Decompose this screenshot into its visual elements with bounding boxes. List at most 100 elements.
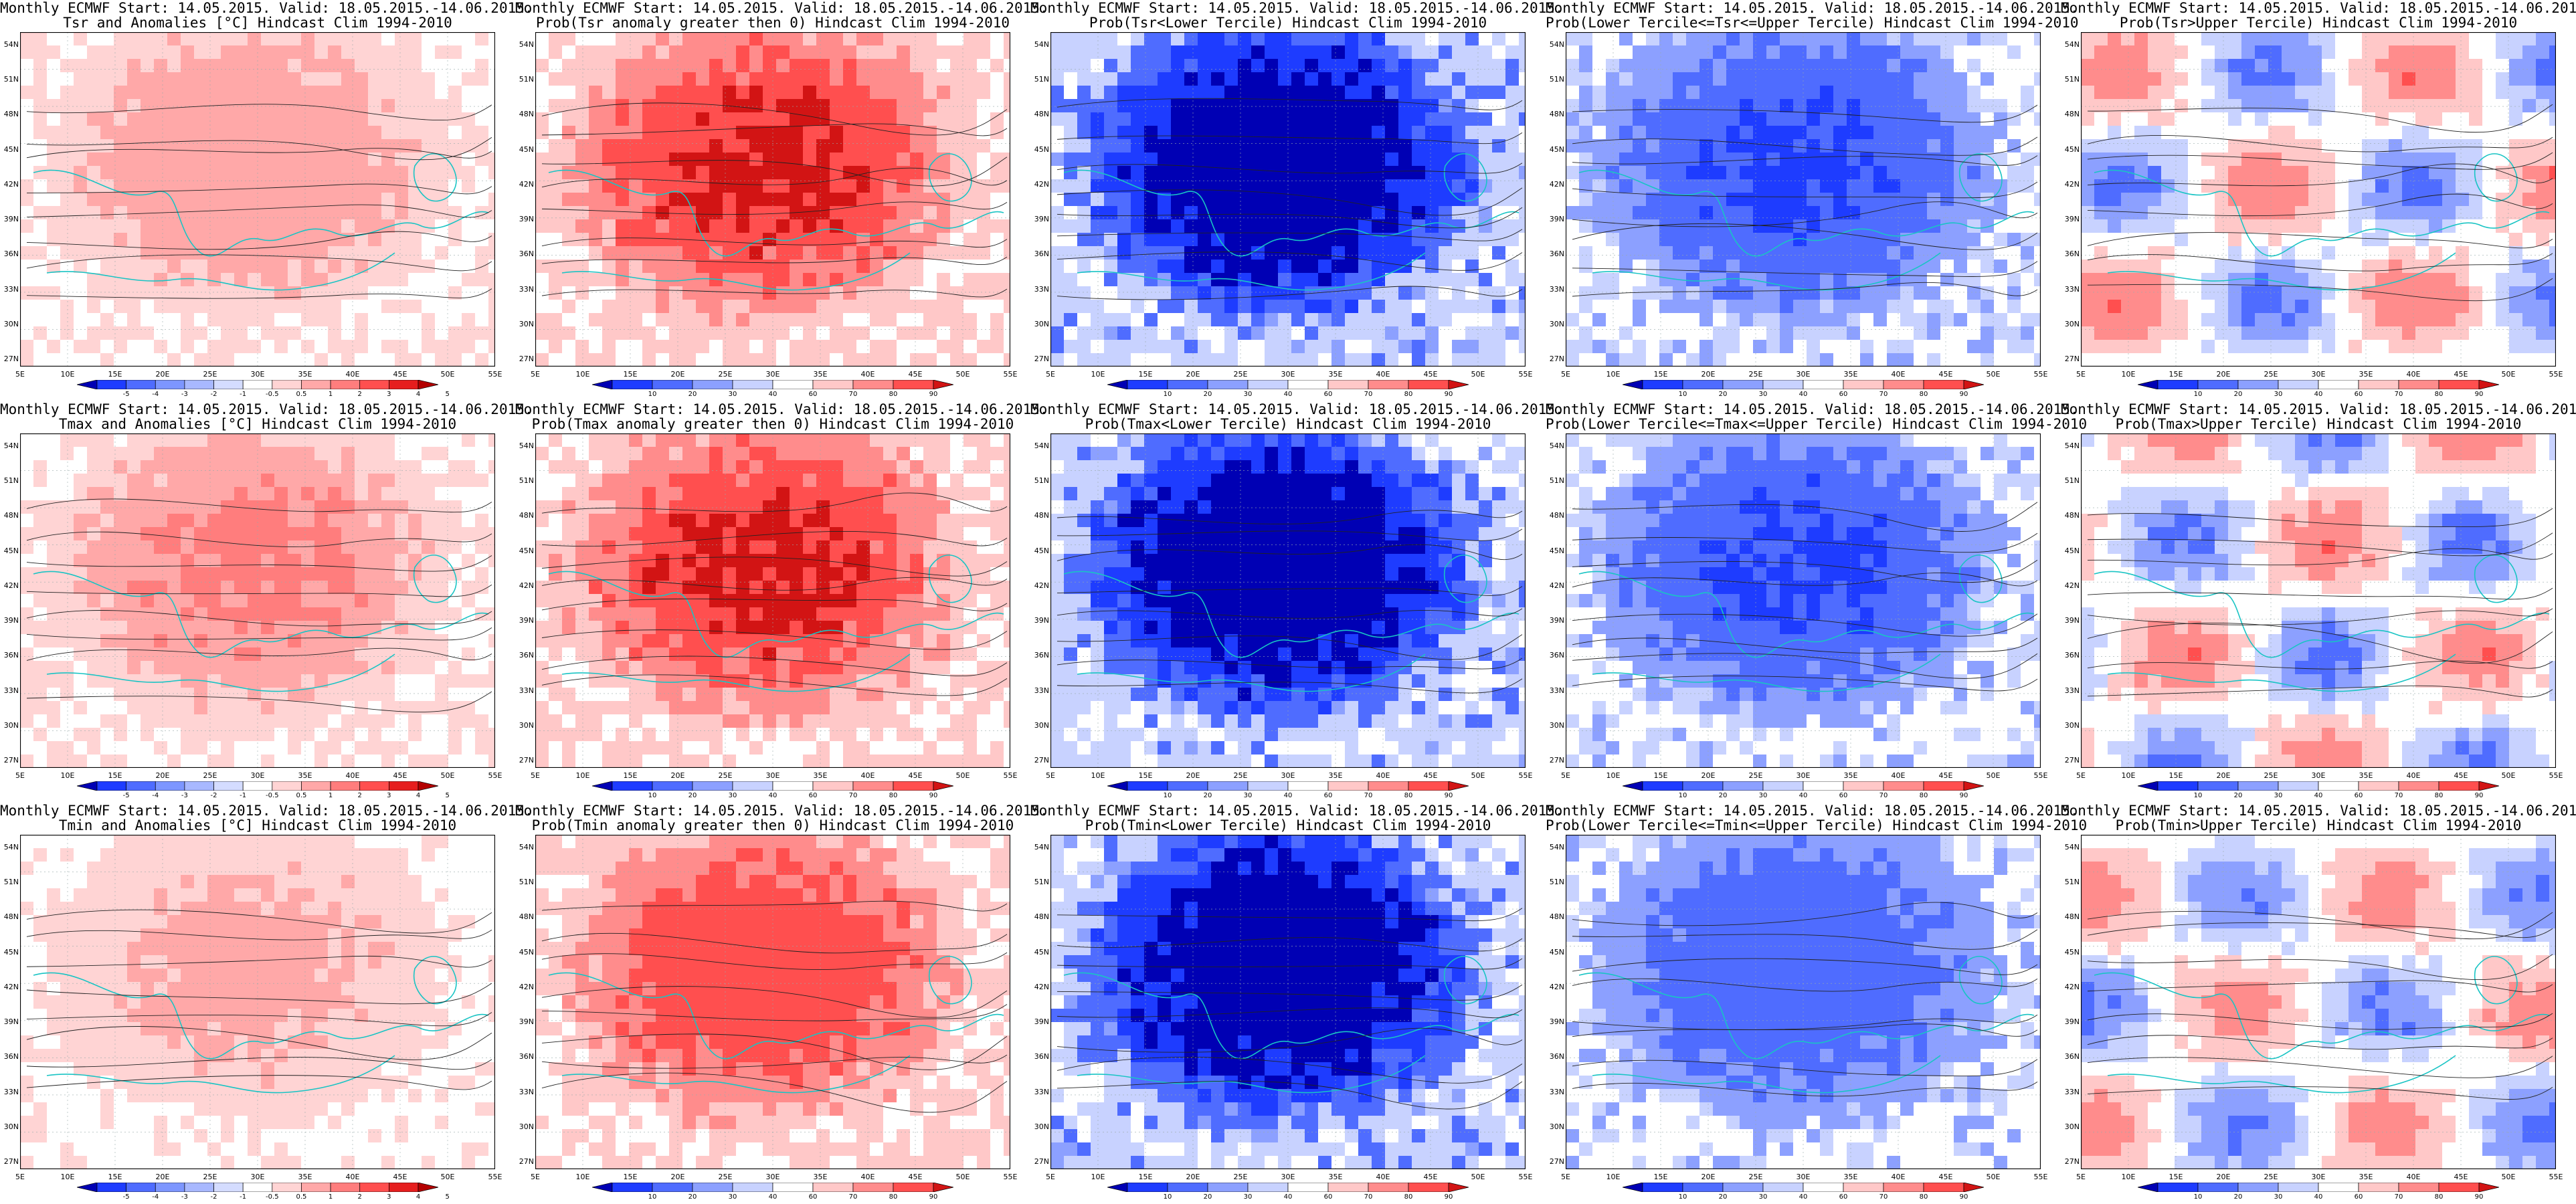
latitude-label: 33N — [1034, 1087, 1049, 1096]
longitude-label: 50E — [440, 771, 455, 780]
longitude-label: 45E — [2454, 370, 2468, 379]
latitude-label: 42N — [519, 581, 534, 590]
longitude-label: 40E — [1891, 370, 1906, 379]
latitude-label: 51N — [1034, 75, 1049, 84]
longitude-label: 35E — [298, 370, 312, 379]
colorbar-label: 40 — [1799, 792, 1808, 799]
latitude-label: 39N — [1034, 616, 1049, 625]
longitude-label: 55E — [1003, 1173, 1018, 1181]
colorbar-label: 10 — [2193, 1193, 2203, 1201]
latitude-label: 45N — [519, 947, 534, 957]
latitude-label: 42N — [1034, 982, 1049, 991]
latitude-label: 54N — [1549, 843, 1564, 851]
latitude-label: 33N — [519, 1087, 534, 1096]
panel-title: Monthly ECMWF Start: 14.05.2015. Valid: … — [515, 0, 1048, 16]
latitude-label: 39N — [519, 1017, 534, 1027]
latitude-label: 39N — [519, 215, 534, 224]
panel-subtitle: Prob(Tmax<Lower Tercile) Hindcast Clim 1… — [1085, 416, 1491, 432]
latitude-label: 27N — [2064, 355, 2080, 363]
colorbar — [592, 781, 953, 791]
longitude-label: 20E — [155, 771, 170, 780]
latitude-label: 36N — [2064, 651, 2080, 660]
latitude-label: 42N — [1034, 179, 1049, 189]
latitude-label: 30N — [3, 1122, 19, 1131]
longitude-label: 50E — [2501, 1173, 2516, 1181]
latitude-label: 27N — [1034, 355, 1049, 363]
longitude-label: 30E — [1796, 771, 1811, 780]
latitude-label: 33N — [2064, 284, 2080, 294]
colorbar-label: 20 — [1718, 391, 1728, 398]
longitude-label: 5E — [15, 370, 25, 379]
latitude-label: 33N — [1034, 284, 1049, 294]
colorbar-label: 70 — [848, 391, 858, 398]
colorbar-label: 30 — [1243, 1193, 1253, 1201]
colorbar-label: 40 — [2314, 391, 2323, 398]
longitude-label: 10E — [60, 1173, 75, 1181]
longitude-label: 15E — [2169, 370, 2183, 379]
latitude-label: 27N — [3, 1157, 19, 1166]
colorbar-label: 10 — [648, 391, 657, 398]
colorbar-label: 20 — [688, 1193, 697, 1201]
longitude-label: 20E — [670, 1173, 685, 1181]
shaded-field-map — [2081, 433, 2556, 768]
latitude-label: 33N — [2064, 1087, 2080, 1096]
latitude-label: 27N — [519, 1157, 534, 1166]
latitude-label: 51N — [1549, 878, 1564, 887]
longitude-label: 10E — [1606, 370, 1621, 379]
latitude-label: 51N — [519, 476, 534, 486]
longitude-label: 45E — [908, 771, 923, 780]
panel-subtitle: Prob(Tsr>Upper Tercile) Hindcast Clim 19… — [2119, 15, 2518, 31]
colorbar-label: 70 — [848, 792, 858, 799]
colorbar-label: -2 — [210, 391, 217, 398]
colorbar-label: 90 — [1959, 792, 1968, 799]
longitude-label: 10E — [575, 771, 590, 780]
longitude-label: 45E — [908, 370, 923, 379]
colorbar-label: 40 — [2314, 1193, 2323, 1201]
colorbar-label: 70 — [1879, 1193, 1888, 1201]
panel-subtitle: Prob(Tmin>Upper Tercile) Hindcast Clim 1… — [2115, 817, 2522, 833]
latitude-label: 48N — [1034, 511, 1049, 520]
latitude-label: 39N — [1034, 1017, 1049, 1027]
panel-subtitle: Prob(Lower Tercile<=Tmax<=Upper Tercile)… — [1546, 416, 2088, 432]
shaded-field-map — [20, 32, 495, 367]
latitude-label: 36N — [3, 651, 19, 660]
colorbar-label: 80 — [2434, 1193, 2444, 1201]
longitude-label: 25E — [1233, 771, 1248, 780]
map-panel: Monthly ECMWF Start: 14.05.2015. Valid: … — [0, 803, 533, 1204]
latitude-label: 48N — [2064, 110, 2080, 119]
longitude-label: 15E — [623, 771, 638, 780]
longitude-label: 25E — [203, 1173, 217, 1181]
colorbar-label: 40 — [768, 792, 777, 799]
colorbar-label: 10 — [2193, 792, 2203, 799]
latitude-label: 54N — [2064, 843, 2080, 851]
colorbar-label: 2 — [357, 391, 362, 398]
map-plot-area — [1050, 32, 1526, 367]
colorbar-label: -2 — [210, 792, 217, 799]
colorbar — [1107, 380, 1469, 389]
colorbar-label: 30 — [2274, 391, 2283, 398]
latitude-label: 36N — [2064, 249, 2080, 259]
latitude-label: 54N — [1549, 40, 1564, 49]
latitude-label: 42N — [2064, 581, 2080, 590]
colorbar-label: 4 — [416, 1193, 421, 1201]
latitude-label: 48N — [1034, 110, 1049, 119]
latitude-label: 33N — [1549, 284, 1564, 294]
longitude-label: 40E — [860, 771, 875, 780]
longitude-label: 20E — [1701, 370, 1716, 379]
panel-subtitle: Prob(Tmin<Lower Tercile) Hindcast Clim 1… — [1085, 817, 1491, 833]
map-plot-area — [20, 433, 495, 768]
colorbar-label: 3 — [387, 391, 391, 398]
latitude-label: 48N — [1549, 110, 1564, 119]
longitude-label: 25E — [2264, 370, 2278, 379]
colorbar-label: 2 — [357, 1193, 362, 1201]
longitude-label: 20E — [670, 771, 685, 780]
colorbar-label: 30 — [2274, 792, 2283, 799]
longitude-label: 5E — [531, 370, 540, 379]
latitude-label: 30N — [519, 1122, 534, 1131]
panel-subtitle: Prob(Lower Tercile<=Tmin<=Upper Tercile)… — [1546, 817, 2088, 833]
longitude-label: 15E — [623, 1173, 638, 1181]
colorbar-label: -5 — [122, 391, 130, 398]
latitude-label: 45N — [1034, 546, 1049, 555]
latitude-label: 48N — [1549, 912, 1564, 922]
colorbar — [2138, 781, 2499, 791]
